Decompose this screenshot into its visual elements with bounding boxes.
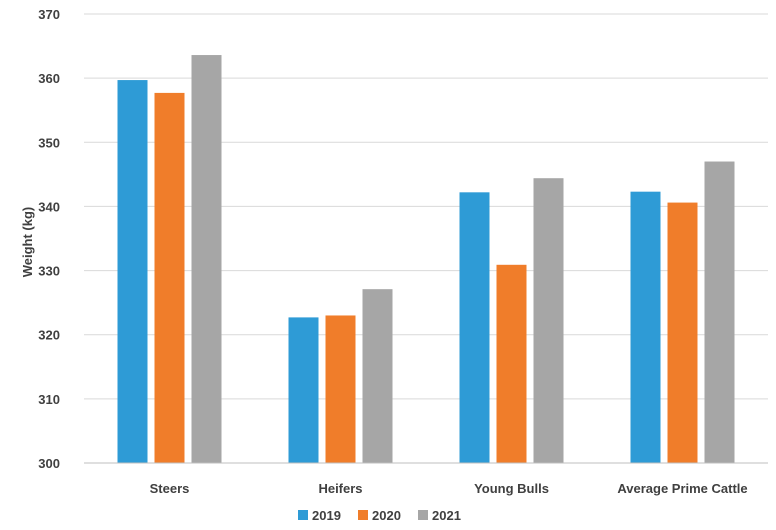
- x-axis-categories: Steers Heifers Young Bulls Average Prime Ca…: [150, 481, 748, 496]
- y-tick-label: 300: [38, 456, 60, 471]
- bar-2021-young-bulls: [533, 178, 564, 463]
- bar-2019-steers: [117, 80, 148, 464]
- y-tick-label: 340: [38, 199, 60, 214]
- bars: [117, 55, 735, 464]
- legend-swatch-2019: [298, 510, 308, 520]
- bar-2020-heifers: [325, 315, 356, 463]
- y-tick-label: 310: [38, 392, 60, 407]
- y-axis-title: Weight (kg): [20, 207, 35, 278]
- gridlines: [84, 13, 768, 400]
- bar-2020-steers: [154, 92, 185, 463]
- x-category-label: Heifers: [318, 481, 362, 496]
- legend-swatch-2021: [418, 510, 428, 520]
- legend-label: 2020: [372, 508, 401, 523]
- legend: 2019 2020 2021: [298, 508, 461, 523]
- y-axis-ticks: 300 310 320 330 340 350 360 370: [38, 7, 60, 471]
- bar-2019-average-prime-cattle: [630, 191, 661, 463]
- bar-2019-heifers: [288, 317, 319, 463]
- bar-2019-young-bulls: [459, 192, 490, 463]
- y-tick-label: 320: [38, 328, 60, 343]
- y-tick-label: 350: [38, 135, 60, 150]
- y-tick-label: 370: [38, 7, 60, 22]
- bar-2020-young-bulls: [496, 264, 527, 463]
- bar-2021-average-prime-cattle: [704, 161, 735, 463]
- x-category-label: Steers: [150, 481, 190, 496]
- x-category-label: Average Prime Cattle: [617, 481, 747, 496]
- bar-2021-heifers: [362, 289, 393, 463]
- legend-label: 2019: [312, 508, 341, 523]
- legend-swatch-2020: [358, 510, 368, 520]
- y-tick-label: 360: [38, 71, 60, 86]
- x-category-label: Young Bulls: [474, 481, 549, 496]
- bar-2021-steers: [191, 55, 222, 464]
- bar-2020-average-prime-cattle: [667, 202, 698, 463]
- legend-label: 2021: [432, 508, 461, 523]
- y-tick-label: 330: [38, 264, 60, 279]
